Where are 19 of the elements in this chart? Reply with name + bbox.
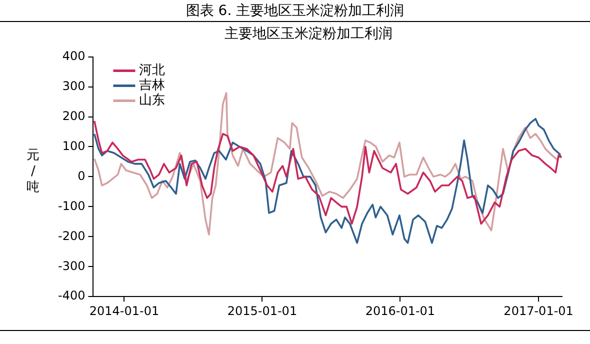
y-tick-label: 0 (78, 168, 86, 183)
chart-subtitle: 主要地区玉米淀粉加工利润 (224, 26, 392, 42)
y-tick-label: 200 (62, 108, 86, 123)
y-tick-label: -300 (58, 258, 86, 273)
x-tick-label: 2017-01-01 (504, 304, 574, 318)
x-tick-label: 2014-01-01 (89, 304, 160, 318)
y-axis-title: 元/吨 (26, 148, 40, 196)
y-tick-label: 100 (62, 138, 86, 153)
chart-title: 图表 6. 主要地区玉米淀粉加工利润 (0, 0, 590, 22)
y-tick-label: -400 (58, 288, 86, 303)
legend-label: 吉林 (139, 78, 166, 94)
x-tick-label: 2016-01-01 (365, 304, 436, 318)
legend-label: 山东 (139, 93, 166, 108)
y-tick-label: 300 (62, 78, 86, 93)
y-tick-label: -200 (58, 228, 86, 243)
y-tick-label: -100 (58, 198, 86, 213)
legend-label: 河北 (139, 63, 166, 78)
y-tick-label: 400 (62, 48, 86, 63)
x-tick-label: 2015-01-01 (227, 304, 298, 318)
